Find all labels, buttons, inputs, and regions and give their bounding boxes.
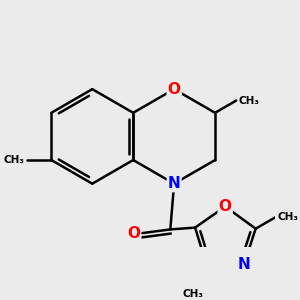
Text: O: O bbox=[219, 199, 232, 214]
Text: O: O bbox=[168, 82, 181, 97]
Text: CH₃: CH₃ bbox=[4, 155, 25, 165]
Text: N: N bbox=[168, 176, 181, 191]
Text: CH₃: CH₃ bbox=[238, 96, 260, 106]
Text: CH₃: CH₃ bbox=[182, 290, 203, 299]
Text: CH₃: CH₃ bbox=[278, 212, 299, 222]
Text: N: N bbox=[238, 257, 250, 272]
Text: O: O bbox=[127, 226, 140, 241]
